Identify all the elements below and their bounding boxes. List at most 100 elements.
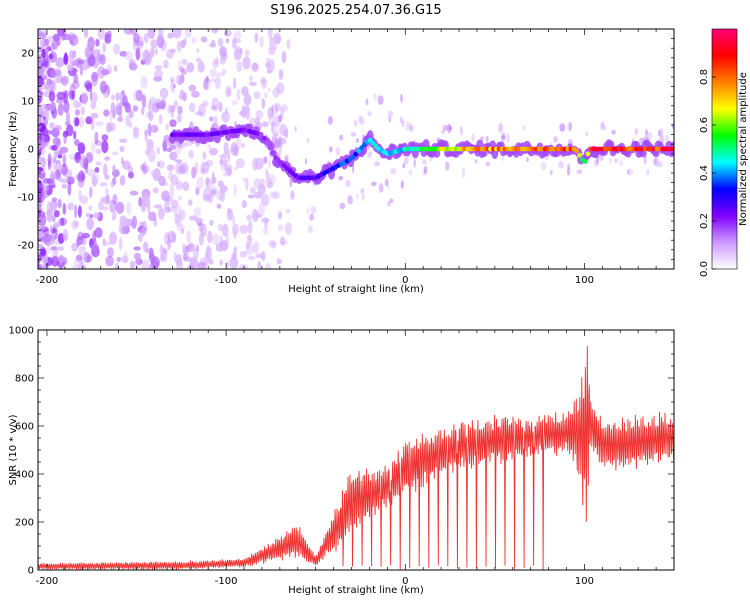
spectrogram-noise-blob xyxy=(172,29,182,39)
spectrogram-noise-blob xyxy=(232,216,236,225)
spectrogram-noise-blob xyxy=(259,36,264,48)
spectrogram-noise-blob xyxy=(129,260,136,269)
spectrogram-noise-blob xyxy=(42,55,51,69)
spectrogram-noise-blob xyxy=(158,160,165,169)
spectrogram-noise-blob xyxy=(91,175,98,187)
spectrogram-noise-blob xyxy=(258,202,265,217)
spectrogram-noise-blob xyxy=(105,193,110,205)
spectrogram-noise-blob xyxy=(306,138,310,143)
spectrogram-noise-blob xyxy=(162,249,168,262)
spectrogram-noise-blob xyxy=(409,124,414,132)
spectrogram-noise-blob xyxy=(225,38,230,44)
spectrogram-noise-blob xyxy=(345,179,351,188)
spectrogram-noise-blob xyxy=(179,209,186,220)
spectrogram-noise-blob xyxy=(41,48,46,59)
spectrogram-noise-blob xyxy=(95,148,102,155)
spectrogram-noise-blob xyxy=(239,263,248,269)
spectrogram-noise-blob xyxy=(216,203,222,209)
spectrogram-noise-blob xyxy=(91,71,99,82)
spectrogram-noise-blob xyxy=(150,256,160,269)
spectrogram-noise-blob xyxy=(254,32,259,43)
x-tick-label: 0 xyxy=(402,576,408,587)
spectrogram-noise-blob xyxy=(368,151,373,156)
spectrogram-noise-blob xyxy=(177,76,183,86)
spectrogram-noise-blob xyxy=(104,174,110,180)
spectrogram-noise-blob xyxy=(43,184,47,199)
x-tick-label: -100 xyxy=(215,576,238,587)
spectrogram-noise-blob xyxy=(219,46,228,58)
spectrogram-noise-blob xyxy=(239,250,248,258)
spectrogram-noise-blob xyxy=(74,117,80,127)
spectrogram-noise-blob xyxy=(200,167,206,175)
spectrogram-noise-blob xyxy=(82,157,89,170)
spectrogram-noise-blob xyxy=(141,193,150,208)
spectrogram-noise-blob xyxy=(191,36,197,44)
spectrogram-noise-blob xyxy=(270,241,277,249)
spectrogram-noise-blob xyxy=(294,126,297,132)
spectrogram-noise-blob xyxy=(43,233,53,243)
spectrogram-noise-blob xyxy=(264,92,268,99)
spectrogram-noise-blob xyxy=(190,256,198,265)
spectrogram-noise-blob xyxy=(44,38,50,47)
spectrogram-noise-blob xyxy=(181,68,188,76)
spectrogram-noise-blob xyxy=(634,127,639,136)
spectrogram-noise-blob xyxy=(225,107,228,115)
spectrogram-noise-blob xyxy=(38,65,44,79)
spectrogram-noise-blob xyxy=(371,181,377,186)
spectrogram-noise-blob xyxy=(187,264,195,269)
spectrogram-noise-blob xyxy=(78,59,85,65)
spectrogram-noise-blob xyxy=(339,134,344,141)
spectrogram-noise-blob xyxy=(156,161,161,168)
spectrogram-noise-blob xyxy=(202,100,209,107)
spectrogram-noise-blob xyxy=(90,243,100,252)
x-tick-label: -200 xyxy=(36,275,59,286)
spectrogram-noise-blob xyxy=(249,75,253,82)
spectrogram-noise-blob xyxy=(48,53,54,60)
spectrogram-ridge-core xyxy=(574,148,579,154)
spectrogram-noise-blob xyxy=(239,224,249,234)
spectrogram-noise-blob xyxy=(170,76,174,83)
spectrogram-noise-blob xyxy=(272,191,281,200)
spectrogram-noise-blob xyxy=(67,182,72,196)
spectrogram-noise-blob xyxy=(86,217,94,231)
spectrogram-noise-blob xyxy=(38,265,42,269)
y-tick-label: 20 xyxy=(21,49,34,60)
spectrogram-noise-blob xyxy=(54,125,62,131)
colorbar-tick-label: 0.4 xyxy=(699,165,710,181)
spectrogram-noise-blob xyxy=(180,39,186,49)
spectrogram-noise-blob xyxy=(133,246,141,251)
spectrogram-noise-blob xyxy=(61,178,69,184)
spectrogram-noise-blob xyxy=(603,125,607,131)
spectrogram-noise-blob xyxy=(70,38,74,45)
spectrogram-noise-blob xyxy=(248,255,256,260)
spectrogram-noise-blob xyxy=(112,176,117,186)
spectrogram-noise-blob xyxy=(106,122,112,134)
spectrogram-noise-blob xyxy=(54,201,58,209)
spectrogram-noise-blob xyxy=(128,109,134,119)
spectrogram-noise-blob xyxy=(304,158,308,165)
spectrogram-noise-blob xyxy=(214,75,221,90)
spectrogram-noise-blob xyxy=(217,180,224,187)
spectrogram-noise-blob xyxy=(48,102,57,111)
spectrogram-noise-blob xyxy=(202,151,207,160)
spectrogram-noise-blob xyxy=(60,75,69,86)
spectrogram-noise-blob xyxy=(166,49,174,60)
spectrogram-ridge-halo xyxy=(667,150,674,157)
spectrogram-noise-blob xyxy=(121,90,125,96)
y-tick-label: 1000 xyxy=(9,326,34,337)
spectrogram-noise-blob xyxy=(145,111,151,118)
spectrogram-noise-blob xyxy=(142,161,148,175)
spectrogram-noise-blob xyxy=(271,121,276,128)
spectrogram-noise-blob xyxy=(268,174,276,185)
spectrogram-noise-blob xyxy=(132,126,140,139)
spectrogram-noise-blob xyxy=(152,187,159,194)
spectrogram-noise-blob xyxy=(43,178,52,184)
spectrogram-noise-blob xyxy=(57,103,64,116)
spectrogram-noise-blob xyxy=(218,101,223,112)
spectrogram-noise-blob xyxy=(77,231,84,241)
spectrogram-noise-blob xyxy=(176,114,182,123)
spectrogram-noise-blob xyxy=(659,128,664,137)
spectrogram-noise-blob xyxy=(153,204,163,209)
